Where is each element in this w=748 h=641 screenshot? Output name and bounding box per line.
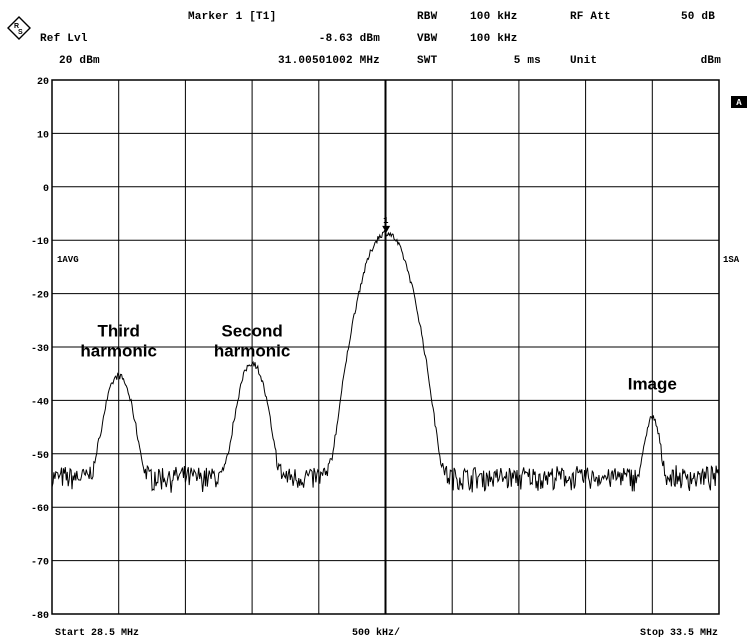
ref-level-label: Ref Lvl	[40, 33, 88, 45]
annotation-label: harmonic	[214, 341, 291, 360]
y-tick-label: 0	[43, 184, 49, 195]
vbw-label: VBW	[417, 33, 438, 45]
trace-mode-right: 1SA	[723, 255, 740, 265]
y-tick-label: -30	[31, 344, 49, 355]
y-tick-label: 20	[37, 77, 49, 88]
annotation-label: Third	[97, 321, 140, 340]
span-per-division: 500 kHz/	[352, 627, 400, 639]
vbw-value: 100 kHz	[470, 33, 518, 45]
y-tick-label: -60	[31, 504, 49, 515]
y-tick-label: -40	[31, 397, 49, 408]
marker-layer: 1	[382, 216, 391, 233]
start-frequency: Start 28.5 MHz	[55, 628, 139, 639]
trace-mode-left: 1AVG	[57, 255, 79, 265]
y-tick-label: 10	[37, 130, 49, 141]
svg-text:S: S	[18, 29, 23, 36]
marker-1-symbol	[382, 225, 391, 233]
unit-value: dBm	[700, 55, 721, 67]
rf-att-label: RF Att	[570, 11, 611, 23]
marker-1-number: 1	[383, 216, 389, 226]
rbw-label: RBW	[417, 11, 438, 23]
annotation-label: Second	[221, 321, 282, 340]
ref-level-value: 20 dBm	[59, 55, 100, 67]
swt-value: 5 ms	[513, 55, 541, 67]
rohde-schwarz-logo-icon: R S	[7, 16, 31, 40]
marker-level: -8.63 dBm	[318, 33, 380, 45]
y-tick-label: -10	[31, 237, 49, 248]
rbw-value: 100 kHz	[470, 11, 518, 23]
swt-label: SWT	[417, 55, 438, 67]
svg-text:R: R	[14, 23, 19, 30]
trace-tag: A	[736, 98, 742, 108]
annotation-label: harmonic	[80, 341, 157, 360]
rf-att-value: 50 dB	[680, 11, 715, 23]
stop-frequency: Stop 33.5 MHz	[640, 628, 718, 639]
marker-frequency: 31.00501002 MHz	[277, 55, 380, 67]
y-tick-label: -20	[31, 291, 49, 302]
unit-label: Unit	[570, 55, 598, 67]
y-tick-label: -80	[31, 611, 49, 622]
trace-tag-box	[731, 96, 747, 108]
y-tick-label: -50	[31, 451, 49, 462]
marker-label: Marker 1 [T1]	[188, 11, 277, 23]
y-tick-label: -70	[31, 558, 49, 569]
plot-grid	[51, 79, 720, 615]
annotation-label: Image	[628, 375, 677, 394]
y-axis-ticks: 20 10 0 -10 -20 -30 -40 -50 -60 -70 -80	[31, 77, 49, 622]
